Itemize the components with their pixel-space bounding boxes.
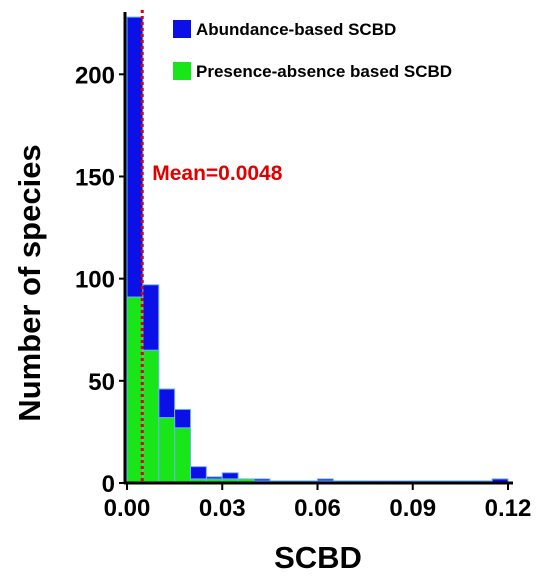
legend-item: Presence-absence based SCBD [173,62,452,81]
x-tick-label: 0.00 [104,495,151,522]
y-tick-label: 100 [75,267,115,294]
x-axis-title: SCBD [274,540,362,575]
x-tick-label: 0.06 [294,495,341,522]
y-tick-label: 200 [75,62,115,89]
axes: 0 50 100 150 200 0.00 0.03 0.06 0.09 0.12 [75,12,531,522]
legend-swatch [173,62,191,80]
mean-line-group: Mean=0.0048 [140,10,283,483]
y-tick-label: 50 [88,369,115,396]
legend-label: Presence-absence based SCBD [196,62,452,81]
y-tick-label: 0 [102,471,115,498]
y-axis-title: Number of species [12,144,47,421]
histogram-bars [126,16,509,484]
bar [126,296,144,484]
bar [158,417,176,484]
x-tick-label: 0.09 [389,495,436,522]
mean-label: Mean=0.0048 [152,162,282,185]
bar [174,427,191,484]
legend-item: Abundance-based SCBD [173,20,396,39]
x-tick-label: 0.03 [199,495,246,522]
legend-label: Abundance-based SCBD [196,20,396,39]
y-tick-label: 150 [75,164,115,191]
x-tick-label: 0.12 [485,495,532,522]
legend: Abundance-based SCBD Presence-absence bas… [173,20,452,81]
series-abundance [126,16,509,484]
series-presence-absence [126,296,493,484]
bar [142,349,160,484]
legend-swatch [173,20,191,38]
